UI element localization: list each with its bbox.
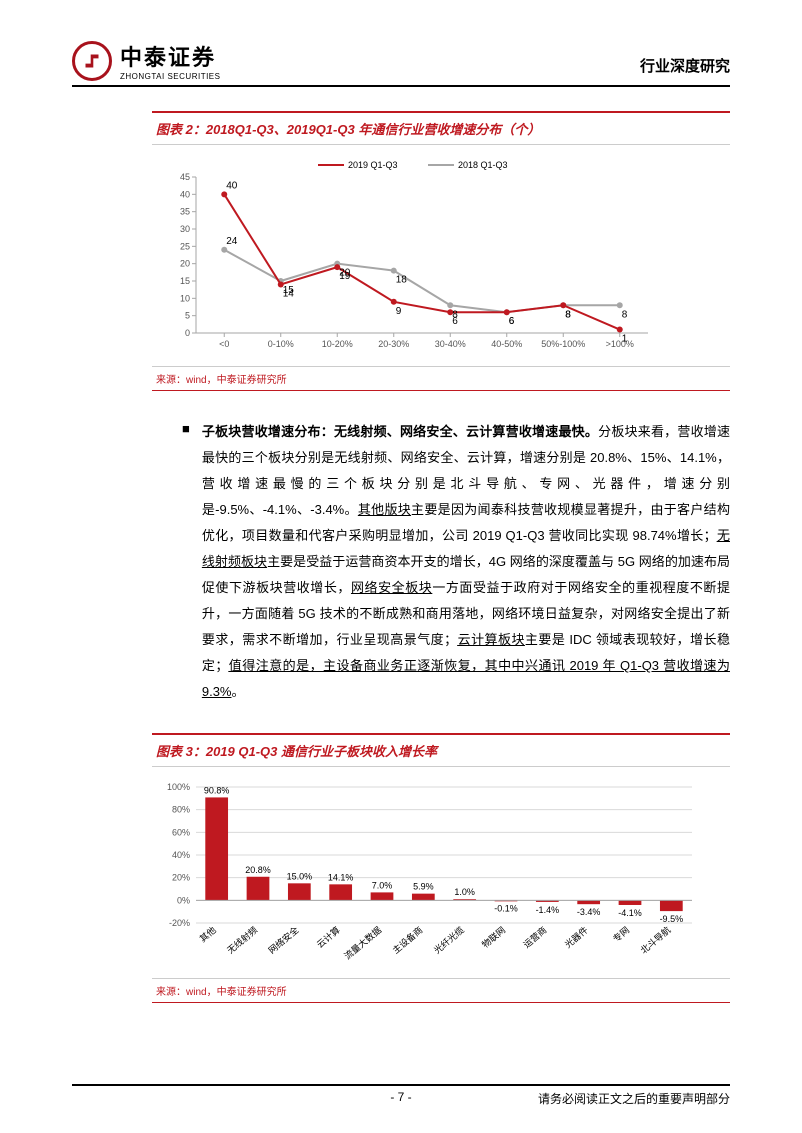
chart2-area: 2019 Q1-Q3 2018 Q1-Q3 0 5 10 15 20 25 30 35 40 45 <0… (152, 145, 730, 366)
svg-text:15.0%: 15.0% (287, 871, 313, 881)
svg-text:90.8%: 90.8% (204, 785, 230, 795)
svg-text:20.8%: 20.8% (245, 865, 271, 875)
svg-text:-1.4%: -1.4% (536, 905, 560, 915)
svg-text:6: 6 (509, 316, 515, 327)
svg-text:20%: 20% (172, 873, 190, 883)
svg-text:主设备商: 主设备商 (390, 924, 425, 956)
svg-text:15: 15 (283, 285, 295, 296)
svg-text:40-50%: 40-50% (491, 339, 522, 349)
svg-text:1.0%: 1.0% (454, 887, 475, 897)
chart3-svg: -20% 0% 20% 40% 60% 80% 100% 90.8% 20.8% 15.0% 14.… (158, 777, 698, 967)
para-u1: 其他版块 (358, 502, 411, 517)
svg-text:30-40%: 30-40% (435, 339, 466, 349)
page: 中泰证券 ZHONGTAI SECURITIES 行业深度研究 图表 2：201… (0, 0, 802, 1133)
svg-text:18: 18 (396, 275, 408, 286)
logo-icon (72, 41, 112, 81)
svg-text:2019 Q1-Q3: 2019 Q1-Q3 (348, 160, 398, 170)
chart3-source: 来源：wind，中泰证券研究所 (152, 978, 730, 1002)
logo-text: 中泰证券 ZHONGTAI SECURITIES (120, 40, 220, 81)
svg-text:无线射频: 无线射频 (225, 924, 260, 956)
svg-text:7.0%: 7.0% (372, 880, 393, 890)
chart2-svg: 2019 Q1-Q3 2018 Q1-Q3 0 5 10 15 20 25 30 35 40 45 <0… (158, 155, 658, 355)
header-title: 行业深度研究 (640, 55, 730, 76)
svg-text:50%-100%: 50%-100% (541, 339, 585, 349)
svg-text:云计算: 云计算 (314, 924, 342, 950)
para-period: 。 (232, 684, 245, 699)
logo: 中泰证券 ZHONGTAI SECURITIES (72, 40, 220, 81)
svg-text:100%: 100% (167, 782, 190, 792)
svg-text:专网: 专网 (610, 924, 631, 944)
body-paragraph-block: ■ 子板块营收增速分布：无线射频、网络安全、云计算营收增速最快。分板块来看，营收… (182, 419, 730, 705)
svg-text:10-20%: 10-20% (322, 339, 353, 349)
svg-text:14.1%: 14.1% (328, 872, 354, 882)
svg-text:8: 8 (452, 309, 458, 320)
footer-page: - 7 - (390, 1090, 411, 1104)
logo-en: ZHONGTAI SECURITIES (120, 72, 220, 81)
svg-text:24: 24 (226, 236, 238, 247)
svg-text:>100%: >100% (606, 339, 634, 349)
content: 中泰证券 ZHONGTAI SECURITIES 行业深度研究 图表 2：201… (0, 0, 802, 1003)
logo-cn: 中泰证券 (120, 40, 220, 72)
svg-text:60%: 60% (172, 827, 190, 837)
svg-text:光器件: 光器件 (562, 924, 590, 950)
svg-text:9: 9 (396, 306, 402, 317)
svg-text:8: 8 (622, 309, 628, 320)
svg-text:1: 1 (622, 334, 628, 345)
svg-text:<0: <0 (219, 339, 229, 349)
svg-text:30: 30 (180, 224, 190, 234)
para-u3: 网络安全板块 (351, 580, 432, 595)
svg-text:40: 40 (180, 189, 190, 199)
svg-text:35: 35 (180, 207, 190, 217)
paragraph: 子板块营收增速分布：无线射频、网络安全、云计算营收增速最快。分板块来看，营收增速… (202, 419, 730, 705)
svg-text:20: 20 (180, 259, 190, 269)
svg-text:-20%: -20% (169, 918, 190, 928)
chart2-block: 图表 2：2018Q1-Q3、2019Q1-Q3 年通信行业营收增速分布（个） … (152, 111, 730, 391)
svg-text:10: 10 (180, 293, 190, 303)
svg-text:光纤光缆: 光纤光缆 (431, 924, 466, 956)
svg-text:40%: 40% (172, 850, 190, 860)
footer-disclaimer: 请务必阅读正文之后的重要声明部分 (538, 1090, 730, 1107)
svg-text:20-30%: 20-30% (378, 339, 409, 349)
svg-text:2018 Q1-Q3: 2018 Q1-Q3 (458, 160, 508, 170)
footer: - 7 - 请务必阅读正文之后的重要声明部分 (72, 1084, 730, 1107)
bullet-marker: ■ (182, 421, 190, 705)
svg-text:运营商: 运营商 (521, 924, 549, 950)
svg-text:0: 0 (185, 328, 190, 338)
svg-text:0%: 0% (177, 895, 190, 905)
svg-text:流量大数据: 流量大数据 (342, 924, 384, 961)
svg-text:0-10%: 0-10% (268, 339, 294, 349)
para-lead: 子板块营收增速分布：无线射频、网络安全、云计算营收增速最快。 (202, 424, 598, 439)
svg-text:-3.4%: -3.4% (577, 907, 601, 917)
svg-text:8: 8 (565, 309, 571, 320)
svg-text:北斗导航: 北斗导航 (638, 924, 673, 956)
svg-text:-9.5%: -9.5% (660, 914, 684, 924)
chart3-area: -20% 0% 20% 40% 60% 80% 100% 90.8% 20.8% 15.0% 14.… (152, 767, 730, 978)
chart2-source: 来源：wind，中泰证券研究所 (152, 366, 730, 390)
page-header: 中泰证券 ZHONGTAI SECURITIES 行业深度研究 (72, 40, 730, 87)
svg-text:5: 5 (185, 311, 190, 321)
chart3-title: 图表 3：2019 Q1-Q3 通信行业子板块收入增长率 (152, 735, 730, 767)
svg-text:15: 15 (180, 276, 190, 286)
para-u4: 云计算板块 (457, 632, 525, 647)
svg-text:45: 45 (180, 172, 190, 182)
svg-text:物联网: 物联网 (480, 924, 508, 950)
svg-text:其他: 其他 (197, 924, 218, 944)
svg-text:-0.1%: -0.1% (494, 903, 518, 913)
svg-text:40: 40 (226, 180, 238, 191)
svg-text:网络安全: 网络安全 (266, 924, 301, 956)
chart2-title: 图表 2：2018Q1-Q3、2019Q1-Q3 年通信行业营收增速分布（个） (152, 113, 730, 145)
svg-text:25: 25 (180, 241, 190, 251)
chart3-block: 图表 3：2019 Q1-Q3 通信行业子板块收入增长率 -20% 0% 20% 40… (152, 733, 730, 1003)
svg-text:5.9%: 5.9% (413, 882, 434, 892)
svg-text:80%: 80% (172, 805, 190, 815)
svg-text:20: 20 (339, 268, 351, 279)
para-u5: 值得注意的是，主设备商业务正逐渐恢复，其中中兴通讯 2019 年 Q1-Q3 营… (202, 658, 730, 699)
svg-text:-4.1%: -4.1% (618, 908, 642, 918)
